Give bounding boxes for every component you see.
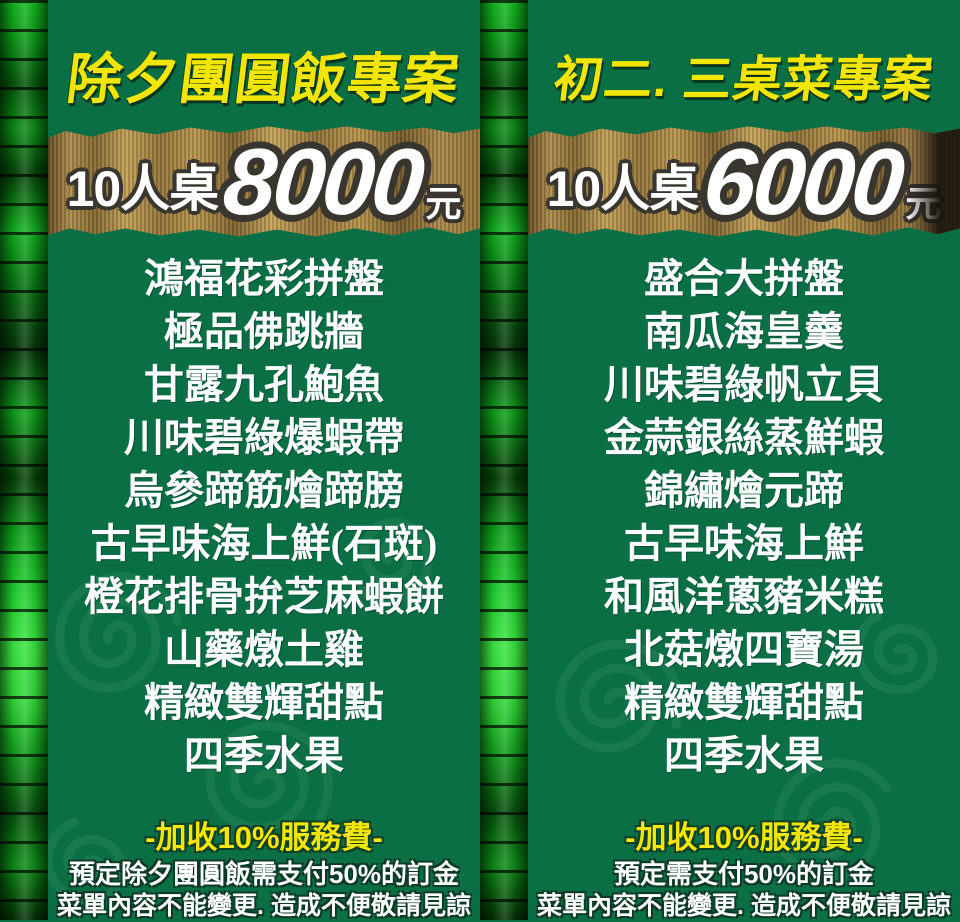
dish-item: 錦繡燴元蹄 [644,468,844,513]
price-banner: 10人桌 8000 元 [48,126,480,237]
service-fee-note: -加收10%服務費- [625,820,863,855]
disclaimer-note: 菜單內容不能變更. 造成不便敬請見諒 [57,892,471,920]
dish-item: 烏參蹄筋燴蹄膀 [124,468,404,513]
dish-item: 四季水果 [664,733,824,778]
dish-item: 精緻雙輝甜點 [624,680,864,725]
dish-item: 北菇燉四寶湯 [624,627,864,672]
panel-new-years-eve: 除夕團圓飯專案 10人桌 8000 元 鴻福花彩拼盤 極品佛跳牆 甘露九孔鮑魚 … [48,0,480,920]
dish-item: 精緻雙輝甜點 [144,680,384,725]
dish-item: 南瓜海皇羹 [644,309,844,354]
deposit-note: 預定需支付50%的訂金 [613,859,875,889]
dish-item: 金蒜銀絲蒸鮮蝦 [604,415,884,460]
price-prefix: 10人桌 [546,161,700,217]
dish-item: 極品佛跳牆 [164,309,364,354]
price-amount: 8000 [219,129,426,234]
panel-title: 初二. 三桌菜專案 [550,53,937,107]
panel-title: 除夕團圓飯專案 [63,48,464,110]
price-banner: 10人桌 6000 元 [528,126,960,237]
dish-list: 盛合大拼盤 南瓜海皇羹 川味碧綠帆立貝 金蒜銀絲蒸鮮蝦 錦繡燴元蹄 古早味海上鮮… [528,252,960,782]
dish-item: 古早味海上鮮 [624,521,864,566]
price-prefix: 10人桌 [66,161,220,217]
price-unit: 元 [905,183,942,224]
dish-item: 山藥燉土雞 [164,627,364,672]
dish-item: 川味碧綠帆立貝 [604,362,884,407]
dish-list: 鴻福花彩拼盤 極品佛跳牆 甘露九孔鮑魚 川味碧綠爆蝦帶 烏參蹄筋燴蹄膀 古早味海… [48,252,480,782]
panel-second-third-day: 初二. 三桌菜專案 10人桌 6000 元 盛合大拼盤 南瓜海皇羹 川味碧綠帆立… [528,0,960,920]
dish-item: 甘露九孔鮑魚 [144,362,384,407]
deposit-note: 預定除夕團圓飯需支付50%的訂金 [68,859,460,889]
dish-item: 川味碧綠爆蝦帶 [124,415,404,460]
price-unit: 元 [425,183,462,224]
stripe-background-left [0,0,48,920]
dish-item: 盛合大拼盤 [644,256,844,301]
disclaimer-note: 菜單內容不能變更. 造成不便敬請見諒 [537,892,951,920]
price-amount: 6000 [699,129,906,234]
dish-item: 橙花排骨拚芝麻蝦餅 [84,574,444,619]
dish-item: 古早味海上鮮(石斑) [90,521,438,566]
service-fee-note: -加收10%服務費- [145,820,383,855]
dish-item: 鴻福花彩拼盤 [144,256,384,301]
dish-item: 和風洋蔥豬米糕 [604,574,884,619]
stripe-background-middle [480,0,528,920]
dish-item: 四季水果 [184,733,344,778]
